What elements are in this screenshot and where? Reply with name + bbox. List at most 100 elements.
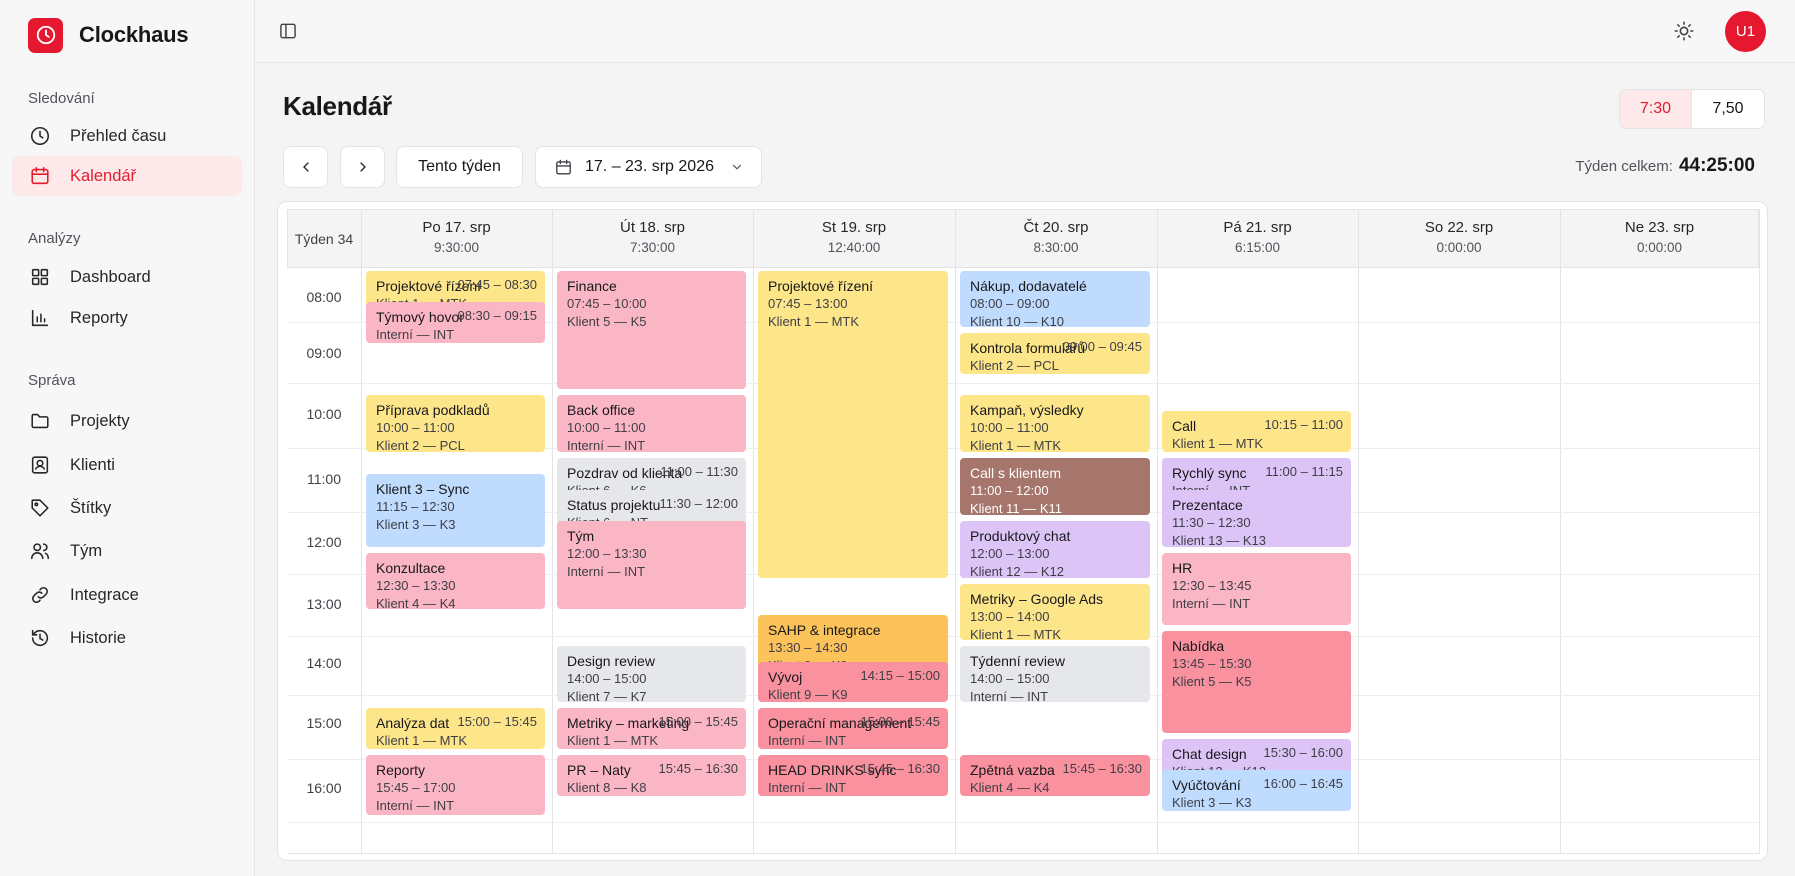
- event-time: 16:00 – 16:45: [1263, 776, 1343, 791]
- event-block[interactable]: Nákup, dodavatelé 08:00 – 09:00 Klient 10 …: [960, 271, 1150, 327]
- event-block[interactable]: Finance 07:45 – 10:00 Klient 5 — K5: [557, 271, 746, 389]
- avatar[interactable]: U1: [1725, 11, 1766, 52]
- date-range-picker[interactable]: 17. – 23. srp 2026: [535, 146, 762, 188]
- event-title: Kontrola formulářů: [970, 340, 1086, 356]
- event-time: 08:30 – 09:15: [457, 308, 537, 323]
- event-client: Klient 1 — MTK: [1172, 435, 1264, 451]
- event-title: Reporty: [376, 761, 426, 778]
- sidebar-item-dashboard[interactable]: Dashboard: [12, 257, 242, 297]
- event-title: Metriky – Google Ads: [970, 591, 1104, 607]
- event-block[interactable]: Operační management 15:00 – 15:45 Interní …: [758, 708, 948, 749]
- day-header: Pá 21. srp 6:15:00: [1157, 209, 1358, 268]
- day-total: 7:30:00: [629, 240, 676, 255]
- sidebar-item-clients[interactable]: Klienti: [12, 445, 242, 485]
- event-block[interactable]: HR 12:30 – 13:45 Interní — INT: [1162, 552, 1351, 625]
- event-block[interactable]: PR – Naty 15:45 – 16:30 Klient 8 — K8: [557, 754, 746, 796]
- event-block[interactable]: Projektové řízení 07:45 – 13:00 Klient 1 —…: [758, 271, 948, 578]
- column-divider: [1358, 209, 1359, 854]
- event-title: Projektové řízení: [768, 278, 874, 294]
- event-block[interactable]: Tým 12:00 – 13:30 Interní — INT: [557, 521, 746, 609]
- event-block[interactable]: Zpětná vazba 15:45 – 16:30 Klient 4 — K4: [960, 754, 1150, 796]
- sidebar-item-tags[interactable]: Štítky: [12, 488, 242, 528]
- event-block[interactable]: Kontrola formulářů 09:00 – 09:45 Klient 2 …: [960, 333, 1150, 374]
- hour-label: 13:00: [306, 596, 342, 612]
- time-format-toggle: 7:30 7,50: [1619, 89, 1765, 129]
- day-total: 9:30:00: [433, 240, 480, 255]
- event-time: 11:15 – 12:30: [376, 498, 455, 514]
- format-option-hhmm[interactable]: 7:30: [1620, 90, 1692, 128]
- sidebar-item-team[interactable]: Tým: [12, 531, 242, 571]
- event-time: 15:45 – 16:30: [860, 760, 940, 776]
- event-title: HEAD DRINKS sync: [768, 761, 897, 778]
- app-name: Clockhaus: [79, 22, 189, 47]
- nav-section-analytics: Analýzy: [28, 230, 81, 247]
- event-client: Klient 8 — K8: [567, 779, 647, 795]
- sidebar-item-calendar[interactable]: Kalendář: [12, 156, 242, 196]
- event-time: 15:00 – 15:45: [658, 714, 738, 729]
- event-block[interactable]: Týdenní review 14:00 – 15:00 Interní — INT: [960, 646, 1150, 702]
- day-total: 0:00:00: [1436, 240, 1482, 255]
- event-block[interactable]: Nabídka 13:45 – 15:30 Klient 5 — K5: [1162, 630, 1351, 733]
- day-name: Ne 23. srp: [1624, 219, 1695, 236]
- sidebar-item-history[interactable]: Historie: [12, 618, 242, 658]
- event-block[interactable]: Týmový hovor 08:30 – 09:15 Interní — INT: [366, 302, 545, 343]
- event-block[interactable]: Call s klientem 11:00 – 12:00 Klient 11 — …: [960, 458, 1150, 515]
- event-block[interactable]: Analýza dat 15:00 – 15:45 Klient 1 — MTK: [366, 708, 545, 749]
- sidebar-item-projects[interactable]: Projekty: [12, 401, 242, 441]
- event-time: 15:00 – 15:45: [457, 714, 537, 729]
- hour-label: 09:00: [306, 345, 342, 361]
- sidebar-item-integrations[interactable]: Integrace: [12, 575, 242, 615]
- event-title: Metriky – marketing: [567, 715, 690, 731]
- event-title: Call s klientem: [970, 465, 1062, 481]
- event-client: Klient 11 — K11: [970, 501, 1063, 515]
- day-name: Pá 21. srp: [1223, 219, 1292, 236]
- event-time: 12:30 – 13:45: [1172, 577, 1252, 593]
- event-client: Klient 3 — K3: [1172, 795, 1252, 810]
- event-block[interactable]: Metriky – marketing 15:00 – 15:45 Klient 1…: [557, 708, 746, 749]
- event-block[interactable]: Vyúčtování 16:00 – 16:45 Klient 3 — K3: [1162, 770, 1351, 812]
- event-block[interactable]: Design review 14:00 – 15:00 Klient 7 — K7: [557, 646, 746, 702]
- event-title: Nákup, dodavatelé: [970, 278, 1087, 294]
- sidebar-item-time-overview[interactable]: Přehled času: [12, 116, 242, 156]
- sidebar-item-label: Tým: [70, 541, 103, 560]
- contact-icon: [29, 454, 51, 476]
- hour-label: 15:00: [306, 715, 342, 731]
- event-time: 13:45 – 15:30: [1172, 655, 1252, 671]
- event-block[interactable]: Příprava podkladů 10:00 – 11:00 Klient 2 —…: [366, 395, 545, 452]
- brand[interactable]: Clockhaus: [0, 0, 254, 70]
- sidebar-toggle-icon[interactable]: [276, 19, 300, 43]
- hour-divider: [287, 383, 1759, 384]
- event-block[interactable]: Vývoj 14:15 – 15:00 Klient 9 — K9: [758, 661, 948, 702]
- event-block[interactable]: Konzultace 12:30 – 13:30 Klient 4 — K4: [366, 552, 545, 609]
- event-block[interactable]: Klient 3 – Sync 11:15 – 12:30 Klient 3 — K…: [366, 473, 545, 547]
- this-week-button[interactable]: Tento týden: [396, 146, 523, 188]
- event-block[interactable]: Kampaň, výsledky 10:00 – 11:00 Klient 1 — …: [960, 395, 1150, 452]
- event-block[interactable]: Reporty 15:45 – 17:00 Interní — INT: [366, 754, 545, 815]
- event-block[interactable]: Prezentace 11:30 – 12:30 Klient 13 — K13: [1162, 489, 1351, 547]
- event-time: 15:45 – 17:00: [376, 779, 456, 795]
- day-header: Út 18. srp 7:30:00: [552, 209, 753, 268]
- event-client: Klient 2 — PCL: [970, 358, 1059, 373]
- event-block[interactable]: Metriky – Google Ads 13:00 – 14:00 Klient …: [960, 584, 1150, 640]
- event-time: 10:00 – 11:00: [567, 420, 646, 435]
- event-client: Klient 3 — K3: [376, 516, 456, 532]
- event-title: HR: [1172, 559, 1193, 576]
- event-time: 15:00 – 15:45: [860, 714, 940, 729]
- next-week-button[interactable]: [340, 146, 385, 188]
- prev-week-button[interactable]: [283, 146, 328, 188]
- theme-toggle-sun-icon[interactable]: [1671, 18, 1697, 44]
- event-time: 12:00 – 13:00: [970, 546, 1050, 561]
- event-title: Produktový chat: [970, 528, 1071, 544]
- event-time: 07:45 – 10:00: [567, 296, 647, 311]
- event-title: Tým: [567, 528, 595, 544]
- event-time: 12:00 – 13:30: [567, 546, 647, 561]
- event-time: 15:45 – 16:30: [658, 760, 738, 776]
- event-block[interactable]: Back office 10:00 – 11:00 Interní — INT: [557, 395, 746, 452]
- event-time: 15:30 – 16:00: [1263, 745, 1343, 760]
- sidebar-item-reports[interactable]: Reporty: [12, 298, 242, 338]
- format-option-decimal[interactable]: 7,50: [1712, 100, 1744, 117]
- event-block[interactable]: Produktový chat 12:00 – 13:00 Klient 12 — …: [960, 521, 1150, 578]
- event-block[interactable]: HEAD DRINKS sync 15:45 – 16:30 Interní — I…: [758, 754, 948, 796]
- event-time: 08:00 – 09:00: [970, 296, 1050, 311]
- event-block[interactable]: Call 10:15 – 11:00 Klient 1 — MTK: [1162, 410, 1351, 452]
